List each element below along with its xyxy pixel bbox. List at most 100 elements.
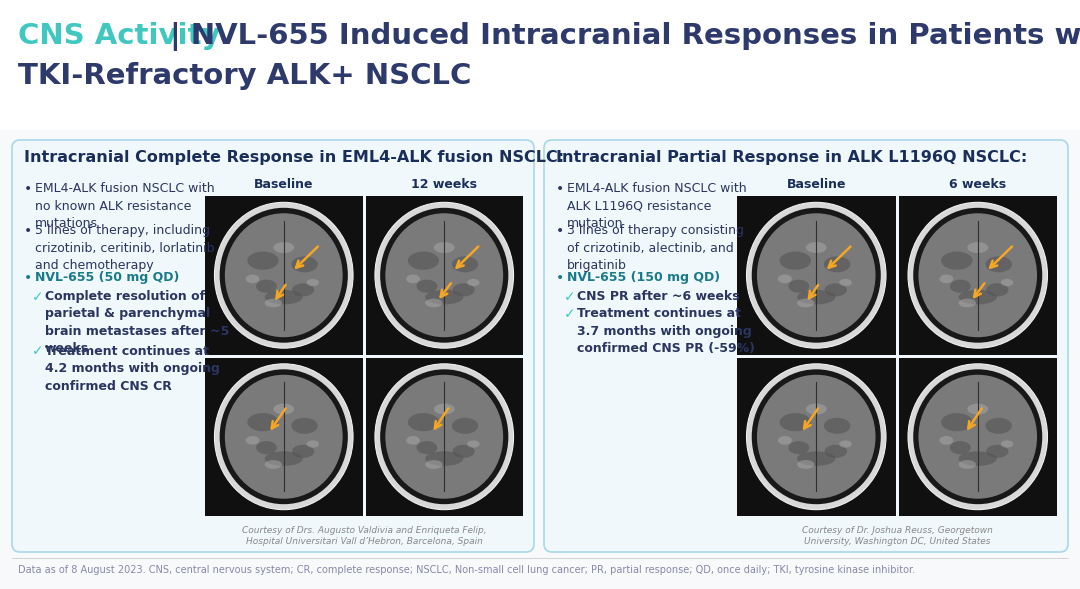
Ellipse shape	[780, 413, 811, 431]
Ellipse shape	[375, 364, 514, 509]
Ellipse shape	[219, 208, 348, 343]
Ellipse shape	[451, 256, 478, 272]
Ellipse shape	[778, 274, 792, 283]
Text: EML4-ALK fusion NSCLC with
ALK L1196Q resistance
mutation: EML4-ALK fusion NSCLC with ALK L1196Q re…	[567, 182, 746, 230]
Ellipse shape	[746, 203, 886, 348]
Text: EML4-ALK fusion NSCLC with
no known ALK resistance
mutations: EML4-ALK fusion NSCLC with no known ALK …	[35, 182, 215, 230]
Ellipse shape	[386, 213, 503, 337]
Text: ✓: ✓	[32, 345, 43, 359]
Bar	[205, 358, 363, 516]
Ellipse shape	[825, 445, 847, 458]
Text: CNS PR after ~6 weeks: CNS PR after ~6 weeks	[577, 290, 740, 303]
Ellipse shape	[839, 279, 852, 286]
Text: Treatment continues at
3.7 months with ongoing
confirmed CNS PR (-59%): Treatment continues at 3.7 months with o…	[577, 307, 755, 355]
Text: 12 weeks: 12 weeks	[411, 177, 477, 190]
Bar	[365, 358, 523, 516]
Ellipse shape	[273, 403, 294, 415]
Ellipse shape	[986, 283, 1009, 296]
Text: •: •	[24, 224, 32, 239]
Ellipse shape	[215, 364, 353, 509]
Ellipse shape	[386, 375, 503, 499]
Text: Baseline: Baseline	[786, 177, 846, 190]
Ellipse shape	[273, 242, 294, 253]
Text: NVL-655 (150 mg QD): NVL-655 (150 mg QD)	[567, 270, 720, 283]
Text: •: •	[556, 270, 564, 284]
Ellipse shape	[1001, 441, 1013, 448]
Ellipse shape	[453, 283, 475, 296]
Ellipse shape	[780, 252, 811, 270]
Ellipse shape	[797, 299, 814, 307]
Text: ✓: ✓	[32, 290, 43, 304]
Text: Baseline: Baseline	[254, 177, 313, 190]
Ellipse shape	[797, 451, 836, 466]
Ellipse shape	[307, 441, 319, 448]
Ellipse shape	[426, 460, 443, 469]
Ellipse shape	[292, 418, 318, 434]
Text: 5 lines of therapy, including
crizotinib, ceritinib, lorlatinib
and chemotherapy: 5 lines of therapy, including crizotinib…	[35, 224, 215, 272]
Ellipse shape	[839, 441, 852, 448]
Ellipse shape	[426, 451, 463, 466]
Text: 6 weeks: 6 weeks	[949, 177, 1007, 190]
Ellipse shape	[986, 445, 1009, 458]
Ellipse shape	[426, 299, 443, 307]
Ellipse shape	[225, 213, 342, 337]
Ellipse shape	[408, 252, 440, 270]
Ellipse shape	[256, 441, 276, 454]
Text: •: •	[556, 224, 564, 239]
Ellipse shape	[914, 208, 1042, 343]
Ellipse shape	[949, 280, 971, 293]
Ellipse shape	[265, 451, 302, 466]
Ellipse shape	[375, 203, 514, 348]
Ellipse shape	[940, 274, 954, 283]
Text: | NVL-655 Induced Intracranial Responses in Patients with: | NVL-655 Induced Intracranial Responses…	[170, 22, 1080, 51]
Ellipse shape	[406, 274, 420, 283]
Ellipse shape	[788, 441, 809, 454]
Bar	[205, 196, 363, 355]
Ellipse shape	[824, 418, 850, 434]
Ellipse shape	[940, 436, 954, 445]
Ellipse shape	[959, 290, 997, 305]
Ellipse shape	[797, 460, 814, 469]
Text: Courtesy of Dr. Joshua Reuss, Georgetown
University, Washington DC, United State: Courtesy of Dr. Joshua Reuss, Georgetown…	[801, 527, 993, 545]
Text: •: •	[24, 182, 32, 196]
Ellipse shape	[245, 274, 259, 283]
Text: •: •	[556, 182, 564, 196]
Ellipse shape	[417, 280, 437, 293]
Ellipse shape	[806, 403, 826, 415]
Ellipse shape	[778, 436, 792, 445]
Ellipse shape	[918, 375, 1037, 499]
Text: •: •	[24, 270, 32, 284]
Ellipse shape	[985, 418, 1012, 434]
Bar	[899, 196, 1057, 355]
Ellipse shape	[426, 290, 463, 305]
Text: NVL-655 (50 mg QD): NVL-655 (50 mg QD)	[35, 270, 179, 283]
Text: ✓: ✓	[564, 307, 576, 322]
Text: CNS Activity: CNS Activity	[18, 22, 220, 50]
Bar	[365, 196, 523, 355]
Ellipse shape	[380, 369, 509, 504]
Ellipse shape	[968, 242, 988, 253]
Ellipse shape	[825, 283, 847, 296]
Text: Intracranial Partial Response in ALK L1196Q NSCLC:: Intracranial Partial Response in ALK L11…	[556, 150, 1027, 165]
Ellipse shape	[941, 413, 972, 431]
Text: Courtesy of Drs. Augusto Valdivia and Enriqueta Felip,
Hospital Universitari Val: Courtesy of Drs. Augusto Valdivia and En…	[242, 527, 486, 545]
Text: Intracranial Complete Response in EML4-ALK fusion NSCLC:: Intracranial Complete Response in EML4-A…	[24, 150, 564, 165]
Ellipse shape	[949, 441, 971, 454]
Ellipse shape	[417, 441, 437, 454]
Ellipse shape	[468, 279, 480, 286]
Ellipse shape	[225, 375, 342, 499]
Ellipse shape	[292, 283, 314, 296]
Ellipse shape	[408, 413, 440, 431]
Ellipse shape	[292, 445, 314, 458]
Bar	[899, 358, 1057, 516]
Ellipse shape	[918, 213, 1037, 337]
Ellipse shape	[1001, 279, 1013, 286]
Text: ✓: ✓	[564, 290, 576, 304]
Ellipse shape	[451, 418, 478, 434]
Ellipse shape	[788, 280, 809, 293]
Text: Treatment continues at
4.2 months with ongoing
confirmed CNS CR: Treatment continues at 4.2 months with o…	[45, 345, 220, 393]
Bar	[737, 196, 895, 355]
Ellipse shape	[434, 242, 455, 253]
Ellipse shape	[752, 369, 881, 504]
Ellipse shape	[746, 364, 886, 509]
